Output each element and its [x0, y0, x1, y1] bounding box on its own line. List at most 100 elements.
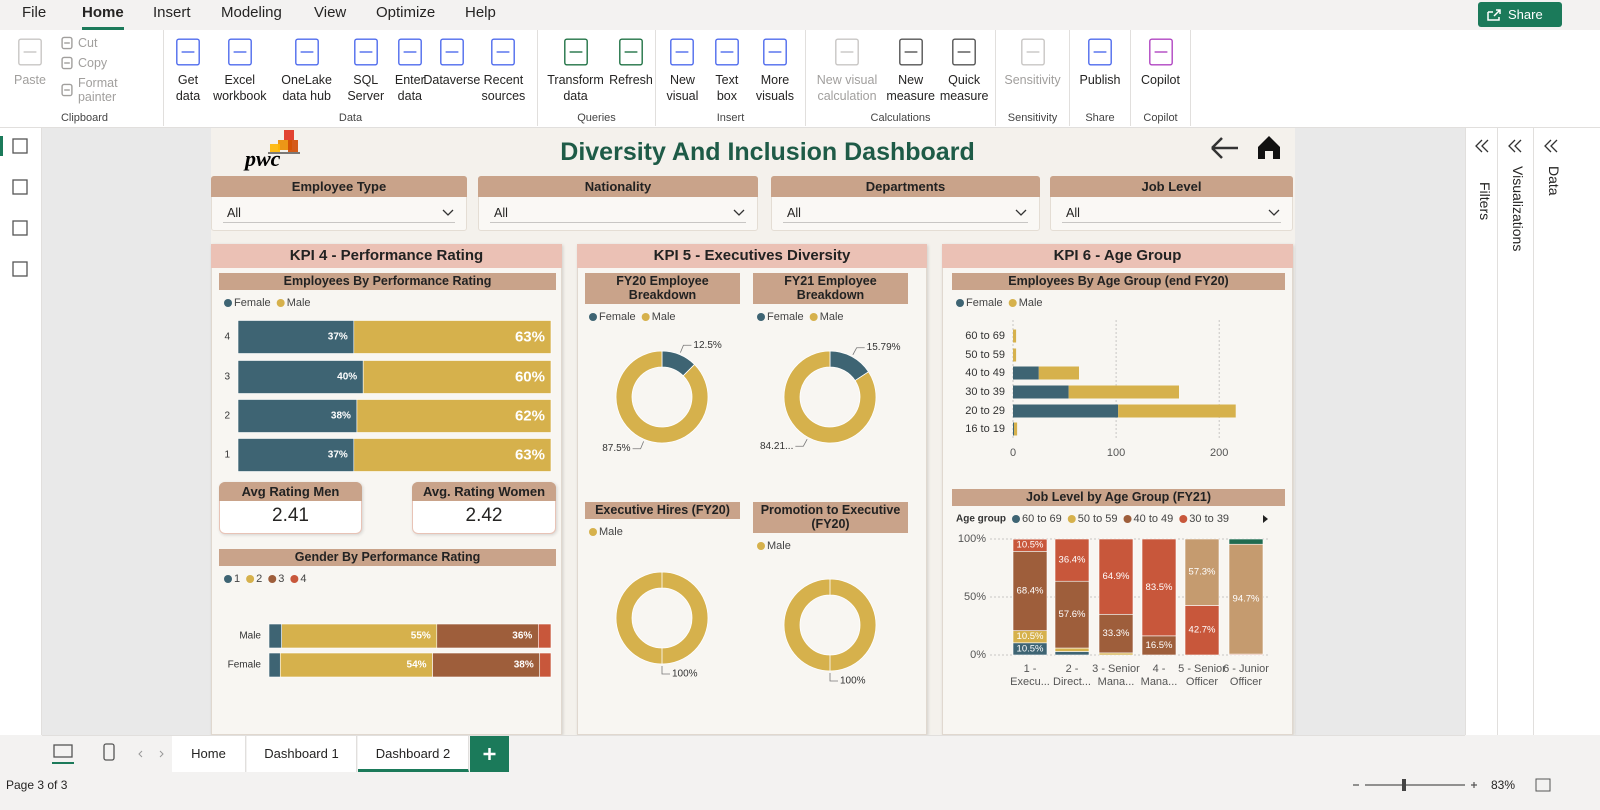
ribbon-button[interactable]: Text box [707, 36, 747, 104]
share-button[interactable]: Share [1478, 2, 1562, 27]
ribbon-button[interactable]: Format painter [60, 76, 159, 104]
logo-text: pwc [245, 146, 281, 171]
ribbon-button[interactable]: Excel workbook [210, 36, 270, 104]
ribbon-group: New visual calculation New measure Quick m… [806, 30, 996, 126]
icon [12, 138, 28, 154]
chart-title: Promotion to Executive (FY20) [753, 502, 908, 533]
ribbon-button[interactable]: Copilot [1141, 36, 1181, 88]
right-panes [1465, 128, 1600, 735]
x-tick-label: 3 - Senior Mana... [1092, 663, 1140, 688]
page-tab[interactable]: Dashboard 1 [247, 736, 357, 772]
slicer-header: Employee Type [211, 176, 467, 197]
icon [1353, 779, 1477, 791]
ribbon: Paste Cut Copy Format painter Clipboard Get d… [0, 30, 1600, 128]
ribbon-tab[interactable]: Insert [153, 4, 191, 21]
ribbon-button[interactable]: Publish [1080, 36, 1121, 88]
ribbon-tab[interactable]: Optimize [376, 4, 436, 21]
ribbon-button[interactable]: Enter data [390, 36, 430, 104]
ribbon-button[interactable]: Sensitivity [1004, 36, 1061, 88]
ribbon-button[interactable]: Paste [10, 36, 50, 88]
ribbon-button[interactable]: Quick measure [937, 36, 991, 104]
icon [1211, 136, 1280, 159]
ribbon-button-label: Sensitivity [1004, 73, 1061, 87]
x-tick-label: 5 - Senior Officer [1178, 663, 1226, 688]
kpi-card-value: 2.42 [465, 505, 503, 526]
dropdown-chevron [1015, 209, 1027, 216]
ribbon-button-label: New visual [666, 73, 699, 103]
ribbon-group-label: Sensitivity [1007, 112, 1058, 124]
ribbon-button[interactable]: New visual calculation [810, 36, 884, 104]
ribbon-button[interactable]: Dataverse [423, 36, 480, 88]
ribbon-button[interactable]: OneLake data hub [272, 36, 342, 104]
logo-block [288, 140, 298, 152]
icon [227, 38, 252, 66]
x-tick-label: 2 - Direct... [1053, 663, 1091, 688]
ribbon-button[interactable]: New measure [886, 36, 935, 104]
zoom-level[interactable]: 83% [1491, 778, 1516, 792]
pane-tab[interactable]: Filters [1477, 182, 1493, 221]
home-button [1258, 136, 1280, 159]
chart-title: Gender By Performance Rating [219, 549, 556, 566]
ribbon-button[interactable]: Get data [168, 36, 208, 104]
pane-tab[interactable]: Data [1546, 166, 1562, 196]
share-icon [1487, 8, 1501, 21]
slicer-dropdown[interactable]: All [783, 203, 1028, 223]
ribbon-button[interactable]: New visual [660, 36, 705, 104]
ribbon-tab[interactable]: View [314, 4, 347, 21]
ribbon-button-label: New measure [886, 73, 935, 103]
icon-shape [714, 38, 739, 66]
ribbon-button[interactable]: Refresh [609, 36, 653, 88]
kpi-card-label: Avg. Rating Women [412, 482, 556, 501]
slicer-dropdown[interactable]: All [490, 203, 746, 223]
ribbon-items: New visual Text box More visuals [660, 36, 801, 104]
icon-shape [61, 56, 73, 70]
icon-shape [491, 38, 516, 66]
ribbon-tab[interactable]: Home [82, 4, 124, 30]
add-page-button[interactable] [470, 736, 509, 772]
ribbon-button[interactable]: Cut [60, 36, 159, 50]
ribbon-tab[interactable]: Modeling [221, 4, 282, 21]
slicer-dropdown[interactable]: All [1062, 203, 1281, 223]
icon-shape [619, 38, 643, 66]
ribbon-button-label: Copilot [1141, 73, 1180, 87]
icon [563, 38, 588, 66]
ribbon-button[interactable]: Transform data [542, 36, 609, 104]
chart-title: Employees By Age Group (end FY20) [952, 273, 1285, 290]
ribbon-button-label: Cut [78, 36, 98, 50]
fit-page [1535, 778, 1551, 792]
pane-tab[interactable]: Visualizations [1510, 166, 1526, 252]
ribbon-button-label: Text box [715, 73, 739, 103]
kpi-card-value: 2.41 [272, 505, 309, 526]
nav-icon [12, 138, 28, 154]
ribbon-button[interactable]: Copy [60, 56, 159, 70]
icon-shape [353, 38, 378, 66]
ribbon-tab[interactable]: File [22, 4, 47, 21]
icon [952, 38, 977, 66]
zoom-slider [1353, 782, 1477, 788]
ribbon-group-label: Share [1085, 112, 1115, 124]
ribbon-group: Publish Share [1070, 30, 1131, 126]
icon [1148, 38, 1173, 66]
slicer-dropdown[interactable]: All [223, 203, 455, 223]
icon [61, 36, 73, 50]
kpi-header: KPI 4 - Performance Rating [211, 244, 562, 268]
page-tab[interactable]: Home [172, 736, 246, 772]
ribbon-button[interactable]: Recent sources [474, 36, 533, 104]
share-label: Share [1508, 7, 1543, 22]
icon [12, 261, 28, 277]
page-tab[interactable]: Dashboard 2 [358, 736, 469, 772]
logo-block [284, 130, 294, 140]
ribbon-items: Transform data Refresh [542, 36, 653, 104]
icon [1475, 139, 1489, 153]
kpi-panel [577, 244, 927, 735]
chart-title: Executive Hires (FY20) [585, 502, 740, 519]
ribbon-button-label: Paste [14, 73, 46, 87]
ribbon-tab[interactable]: Help [465, 4, 496, 21]
ribbon-button[interactable]: SQL Server [344, 36, 388, 104]
ribbon-button[interactable]: More visuals [749, 36, 801, 104]
icon [18, 38, 42, 66]
icon-shape [898, 38, 923, 66]
icon [12, 220, 28, 236]
plus-icon [483, 748, 496, 760]
ribbon-button-label: New visual calculation [816, 73, 878, 103]
